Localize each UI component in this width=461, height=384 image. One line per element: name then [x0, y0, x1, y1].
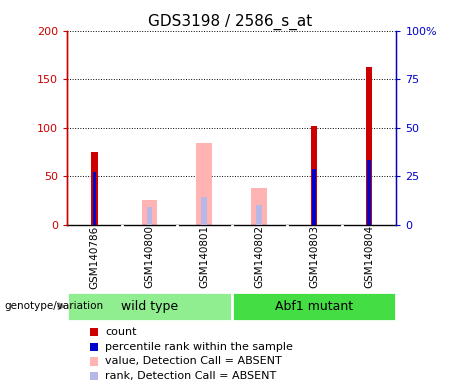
Text: Abf1 mutant: Abf1 mutant — [275, 300, 353, 313]
Bar — [366, 66, 372, 225]
Bar — [93, 172, 96, 225]
Text: percentile rank within the sample: percentile rank within the sample — [105, 342, 293, 352]
Bar — [91, 152, 98, 225]
Bar — [231, 292, 396, 321]
Text: count: count — [105, 327, 136, 337]
Bar — [147, 207, 152, 225]
Text: GSM140803: GSM140803 — [309, 225, 319, 288]
Bar — [311, 126, 317, 225]
Text: GSM140786: GSM140786 — [89, 225, 99, 288]
Text: wild type: wild type — [121, 300, 178, 313]
Bar — [367, 160, 371, 225]
Bar — [142, 200, 157, 225]
Text: genotype/variation: genotype/variation — [5, 301, 104, 311]
Text: GSM140804: GSM140804 — [364, 225, 374, 288]
Bar — [313, 169, 316, 225]
Text: GSM140800: GSM140800 — [144, 225, 154, 288]
Bar — [251, 188, 267, 225]
Bar — [256, 205, 262, 225]
Bar — [196, 143, 212, 225]
Text: rank, Detection Call = ABSENT: rank, Detection Call = ABSENT — [105, 371, 276, 381]
Bar — [201, 197, 207, 225]
Text: GSM140801: GSM140801 — [199, 225, 209, 288]
Text: GSM140802: GSM140802 — [254, 225, 264, 288]
Text: value, Detection Call = ABSENT: value, Detection Call = ABSENT — [105, 356, 282, 366]
Text: GDS3198 / 2586_s_at: GDS3198 / 2586_s_at — [148, 13, 313, 30]
Bar — [67, 292, 231, 321]
